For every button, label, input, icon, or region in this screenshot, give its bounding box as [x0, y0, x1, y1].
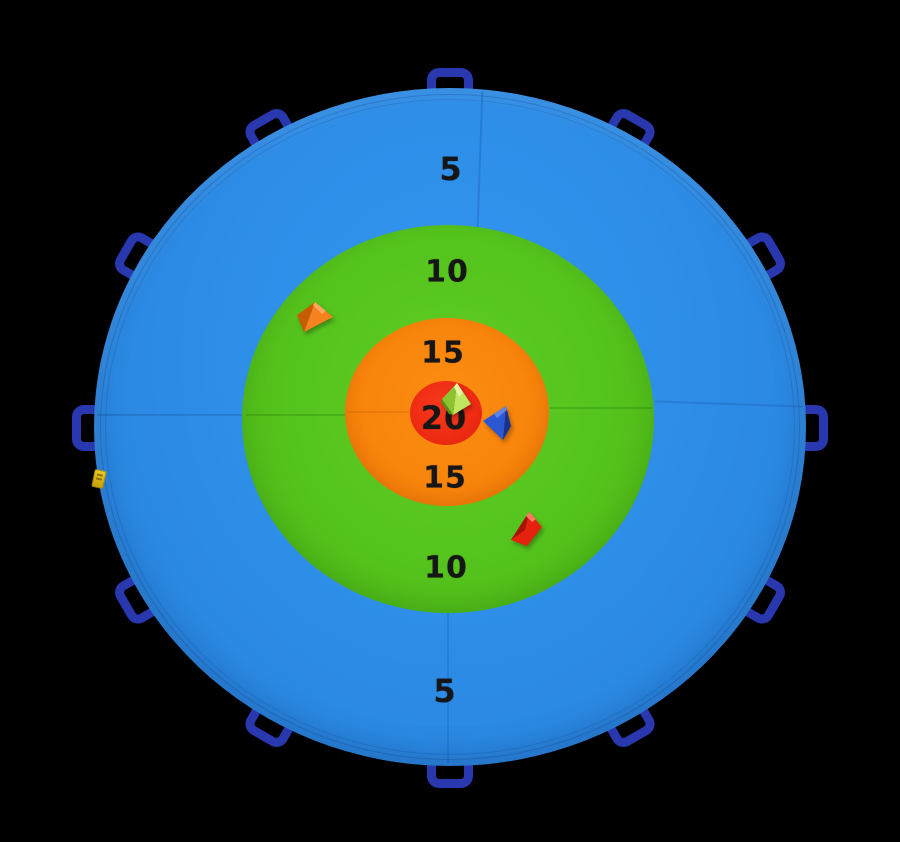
blue-bean-bag-shape	[483, 406, 511, 440]
orange-bean-bag-shape	[297, 302, 333, 332]
orange-bean-bag	[296, 301, 334, 337]
score-label-5-top: 5	[439, 150, 463, 188]
score-label-5-bottom: 5	[433, 672, 457, 710]
score-label-15-bottom: 15	[423, 460, 467, 496]
score-label-15-top: 15	[421, 335, 465, 371]
red-bean-bag	[505, 510, 545, 552]
score-label-10-bottom: 10	[424, 550, 468, 586]
red-bean-bag-shape	[511, 512, 542, 546]
bullseye-20	[410, 381, 482, 445]
blue-bean-bag	[481, 404, 513, 446]
green-bean-bag-shape	[441, 383, 471, 415]
score-label-10-top: 10	[425, 254, 469, 290]
green-bean-bag	[439, 381, 473, 421]
edge-handle	[427, 68, 473, 100]
